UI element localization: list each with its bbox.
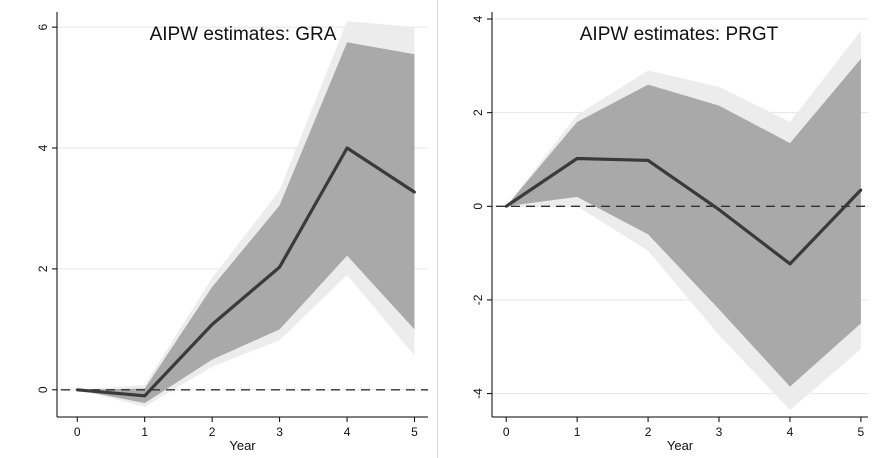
chart-prgt: -4 -2 0 2 4 0 1 2 3 4 5 Year AIPW estimates: PRGT — [471, 12, 868, 453]
estimate-line — [505, 156, 863, 266]
x-tick-label: 4 — [344, 425, 351, 439]
x-tick-label: 0 — [503, 425, 510, 439]
chart-panel-gra: 0 2 4 6 0 1 2 3 4 5 Year AIPW estimates: GRA — [0, 0, 437, 458]
y-tick-label: 6 — [36, 23, 50, 30]
y-tick-label: -4 — [471, 388, 485, 399]
y-tick-label: 4 — [36, 144, 50, 151]
y-tick-label: 0 — [471, 203, 485, 210]
y-tick-label: -2 — [471, 294, 485, 305]
x-tick-label: 2 — [209, 425, 216, 439]
x-axis-title: Year — [667, 438, 694, 453]
y-tick-label: 2 — [471, 109, 485, 116]
x-axis-title: Year — [229, 438, 256, 453]
y-tick-label: 0 — [36, 386, 50, 393]
y-tick-label: 4 — [471, 15, 485, 22]
chart-panel-prgt: -4 -2 0 2 4 0 1 2 3 4 5 Year AIPW estimates: PRGT — [438, 0, 875, 458]
estimate-point — [143, 394, 147, 398]
estimate-point — [717, 208, 721, 211]
x-tick-label: 2 — [645, 425, 652, 439]
estimate-point — [278, 265, 281, 269]
x-tick-label: 4 — [787, 425, 794, 439]
x-tick-label: 1 — [574, 425, 581, 439]
y-tick-label: 2 — [36, 265, 50, 272]
chart-title: AIPW estimates: PRGT — [580, 24, 779, 45]
estimate-point — [575, 157, 579, 160]
x-tick-label: 3 — [276, 425, 283, 439]
estimate-point — [210, 323, 214, 326]
panel-divider — [437, 0, 438, 458]
confidence-band-inner — [506, 58, 861, 387]
estimate-point — [413, 190, 416, 194]
estimate-point — [788, 262, 792, 266]
x-tick-label: 5 — [858, 425, 865, 439]
estimate-point — [75, 388, 79, 392]
x-tick-label: 5 — [411, 425, 418, 439]
estimate-point — [504, 204, 508, 208]
chart-title: AIPW estimates: GRA — [150, 24, 337, 45]
x-tick-label: 0 — [74, 425, 81, 439]
estimate-point — [859, 188, 863, 192]
confidence-band-inner — [77, 42, 415, 404]
chart-gra: 0 2 4 6 0 1 2 3 4 5 Year AIPW estimates: GRA — [36, 12, 428, 453]
x-tick-label: 1 — [141, 425, 148, 439]
estimate-point — [345, 146, 349, 150]
x-tick-label: 3 — [716, 425, 723, 439]
estimate-point — [646, 159, 650, 162]
estimate-line — [77, 146, 416, 398]
